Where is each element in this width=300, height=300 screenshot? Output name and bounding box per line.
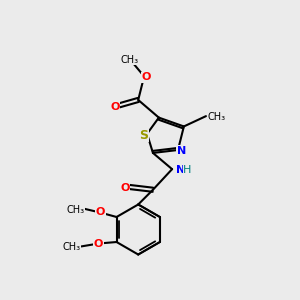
Text: N: N — [177, 146, 186, 156]
Text: O: O — [111, 102, 120, 112]
Text: O: O — [120, 183, 130, 193]
Text: CH₃: CH₃ — [120, 55, 139, 65]
Text: O: O — [96, 207, 105, 217]
Text: S: S — [139, 129, 148, 142]
Text: H: H — [183, 165, 192, 175]
Text: O: O — [142, 72, 151, 82]
Text: O: O — [94, 239, 103, 250]
Text: CH₃: CH₃ — [207, 112, 225, 122]
Text: N: N — [176, 165, 185, 175]
Text: CH₃: CH₃ — [63, 242, 81, 252]
Text: CH₃: CH₃ — [66, 205, 84, 215]
